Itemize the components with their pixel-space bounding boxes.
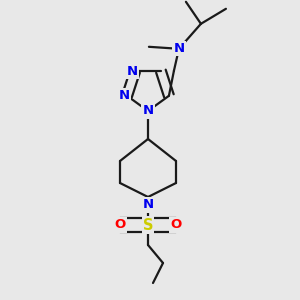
Text: N: N <box>118 89 130 102</box>
Text: N: N <box>142 199 154 212</box>
Text: O: O <box>170 218 182 232</box>
Text: N: N <box>127 65 138 78</box>
Text: N: N <box>173 42 184 55</box>
Text: O: O <box>114 218 126 232</box>
Text: N: N <box>142 104 154 118</box>
Text: S: S <box>143 218 153 232</box>
